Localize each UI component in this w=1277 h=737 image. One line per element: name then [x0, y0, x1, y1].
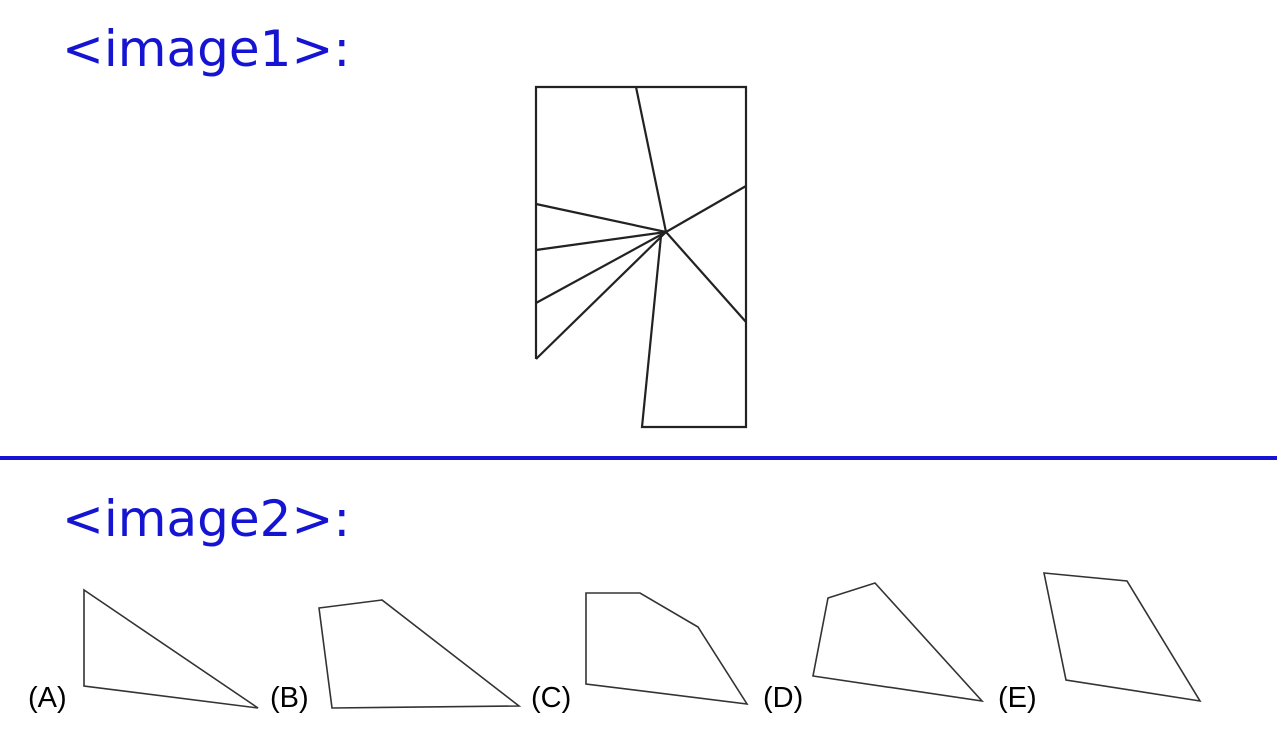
option-a-shape: [83, 588, 259, 709]
option-d-shape: [812, 582, 985, 703]
option-b-label: (B): [270, 682, 309, 714]
cut-line-left-4: [535, 231, 667, 360]
section-divider: [0, 456, 1277, 460]
option-c-shape: [585, 592, 749, 706]
option-c-label: (C): [531, 682, 572, 714]
option-e-shape: [1042, 572, 1202, 703]
cut-line-right-lower: [665, 231, 747, 323]
rectangle-outline: [534, 85, 748, 429]
cut-line-top: [634, 86, 668, 233]
cut-line-right-upper: [665, 185, 747, 233]
cut-line-left-3: [535, 231, 667, 304]
image1-heading: <image1>:: [62, 20, 351, 78]
cut-line-left-1: [535, 202, 667, 234]
image2-heading: <image2>:: [62, 490, 351, 548]
cut-line-bottom: [660, 231, 667, 237]
cut-line-left-2: [535, 230, 667, 252]
option-e-label: (E): [998, 682, 1037, 714]
option-d-label: (D): [763, 682, 804, 714]
option-b-shape: [318, 599, 522, 709]
option-a-label: (A): [28, 682, 67, 714]
